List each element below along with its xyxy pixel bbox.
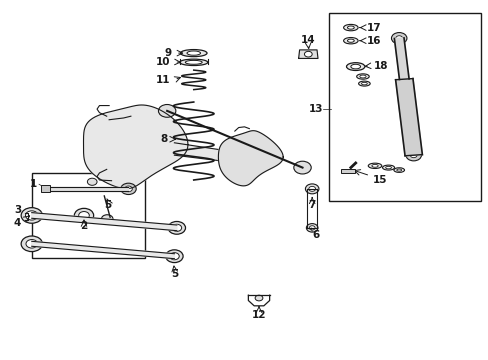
- Ellipse shape: [343, 24, 357, 31]
- Circle shape: [305, 184, 318, 194]
- Circle shape: [25, 211, 38, 220]
- Ellipse shape: [186, 51, 200, 55]
- Circle shape: [308, 226, 314, 230]
- Text: 1: 1: [29, 179, 37, 189]
- Ellipse shape: [393, 168, 404, 172]
- Ellipse shape: [359, 75, 366, 78]
- Text: 6: 6: [311, 230, 319, 240]
- Bar: [328, 13, 480, 201]
- Circle shape: [79, 212, 89, 219]
- Text: 15: 15: [372, 175, 386, 185]
- Ellipse shape: [396, 169, 401, 171]
- Circle shape: [26, 239, 38, 248]
- Circle shape: [158, 104, 176, 117]
- Circle shape: [391, 32, 406, 44]
- Circle shape: [304, 51, 311, 57]
- Text: 13: 13: [308, 104, 322, 114]
- Text: 8: 8: [161, 134, 168, 144]
- Circle shape: [409, 153, 416, 158]
- Ellipse shape: [185, 60, 202, 64]
- Circle shape: [172, 224, 181, 231]
- Circle shape: [21, 208, 42, 223]
- Text: 7: 7: [308, 200, 315, 210]
- Ellipse shape: [350, 64, 360, 69]
- Circle shape: [293, 161, 310, 174]
- Polygon shape: [32, 241, 174, 259]
- Circle shape: [168, 221, 185, 234]
- Bar: [32, 173, 145, 258]
- Text: 14: 14: [301, 35, 315, 45]
- Text: 10: 10: [156, 57, 170, 67]
- Circle shape: [169, 253, 179, 260]
- Circle shape: [308, 186, 315, 192]
- Polygon shape: [395, 78, 422, 156]
- Circle shape: [21, 236, 42, 252]
- Ellipse shape: [385, 166, 391, 169]
- Circle shape: [74, 208, 94, 222]
- Text: 18: 18: [373, 61, 388, 71]
- Bar: [341, 169, 354, 173]
- Ellipse shape: [356, 74, 368, 79]
- Ellipse shape: [347, 26, 353, 29]
- Polygon shape: [32, 213, 177, 231]
- Ellipse shape: [180, 59, 207, 66]
- Polygon shape: [174, 143, 232, 162]
- Text: 9: 9: [164, 48, 172, 58]
- Ellipse shape: [358, 81, 369, 86]
- Ellipse shape: [371, 165, 377, 167]
- Ellipse shape: [180, 50, 206, 57]
- Polygon shape: [298, 50, 317, 58]
- Circle shape: [101, 215, 113, 223]
- Polygon shape: [83, 105, 187, 189]
- Ellipse shape: [343, 37, 357, 44]
- Text: 3: 3: [14, 205, 21, 215]
- Text: 2: 2: [80, 221, 87, 231]
- Ellipse shape: [346, 63, 364, 71]
- Circle shape: [121, 183, 136, 194]
- Ellipse shape: [347, 39, 353, 42]
- Text: 5: 5: [170, 269, 178, 279]
- Text: 5: 5: [104, 200, 112, 210]
- Circle shape: [124, 186, 132, 192]
- Polygon shape: [394, 38, 408, 80]
- Text: 17: 17: [366, 23, 381, 33]
- Polygon shape: [49, 187, 128, 191]
- Circle shape: [306, 224, 317, 232]
- Circle shape: [255, 295, 263, 301]
- Circle shape: [405, 149, 421, 161]
- Circle shape: [165, 250, 183, 262]
- Text: 12: 12: [251, 310, 265, 320]
- Circle shape: [87, 178, 97, 185]
- Text: 16: 16: [366, 36, 381, 46]
- Ellipse shape: [361, 82, 366, 85]
- Text: 4: 4: [14, 217, 21, 228]
- Polygon shape: [218, 131, 283, 186]
- Text: 11: 11: [156, 75, 170, 85]
- Ellipse shape: [382, 165, 394, 170]
- Circle shape: [395, 36, 402, 41]
- Ellipse shape: [367, 163, 381, 168]
- Bar: [41, 185, 50, 192]
